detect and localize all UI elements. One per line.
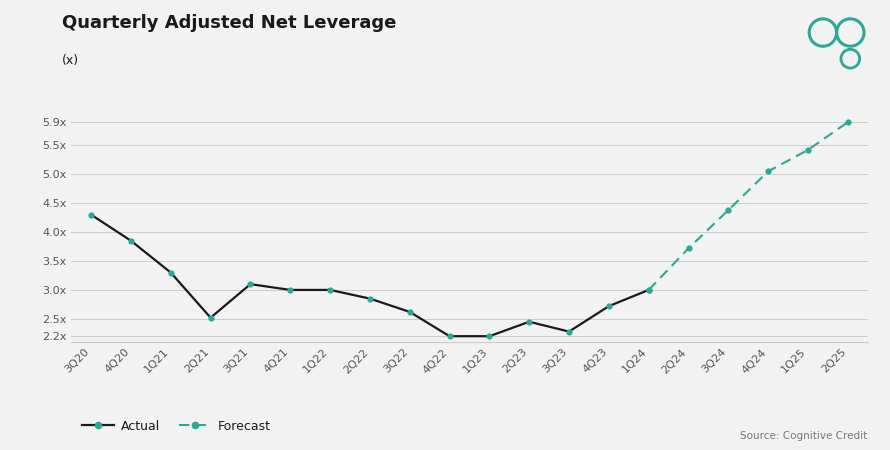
Legend: Actual, Forecast: Actual, Forecast <box>77 415 276 438</box>
Text: Source: Cognitive Credit: Source: Cognitive Credit <box>740 431 868 441</box>
Text: (x): (x) <box>62 54 79 67</box>
Text: Quarterly Adjusted Net Leverage: Quarterly Adjusted Net Leverage <box>62 14 397 32</box>
